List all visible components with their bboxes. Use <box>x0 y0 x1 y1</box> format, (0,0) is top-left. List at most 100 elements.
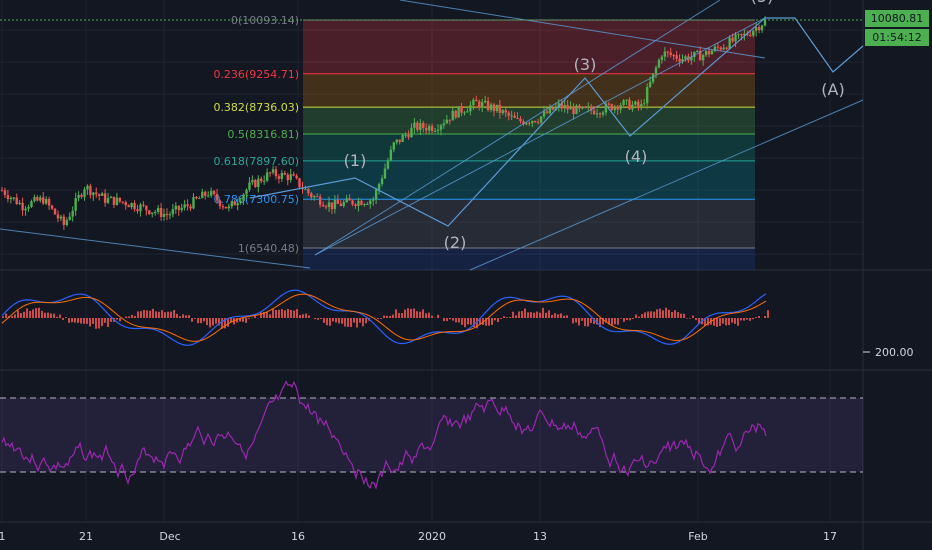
trendline-support <box>469 99 864 271</box>
macd-histogram-bar <box>548 310 550 318</box>
macd-histogram-bar <box>224 318 226 329</box>
candle-body <box>0 190 4 192</box>
macd-histogram-bar <box>305 313 307 318</box>
time-axis-label: 1 <box>0 530 6 543</box>
candle-body <box>386 160 390 169</box>
candle-body <box>454 110 457 118</box>
countdown-tag[interactable] <box>865 29 929 46</box>
candle-body <box>39 197 42 201</box>
macd-histogram-bar <box>71 318 73 323</box>
macd-histogram-bar <box>527 312 529 318</box>
macd-histogram-bar <box>245 318 247 323</box>
macd-histogram-bar <box>269 314 271 318</box>
candle-body <box>142 204 145 206</box>
macd-histogram-bar <box>344 318 346 327</box>
macd-histogram-bar <box>287 308 289 318</box>
macd-histogram-bar <box>446 318 448 322</box>
candle-body <box>489 104 493 110</box>
candle-body <box>289 174 292 181</box>
candle-body <box>159 208 163 217</box>
macd-histogram-bar <box>413 308 415 318</box>
candle-body <box>192 196 195 209</box>
candle-body <box>513 115 516 118</box>
macd-histogram-bar <box>755 317 757 318</box>
candle-body <box>701 55 705 61</box>
macd-histogram-bar <box>68 318 70 323</box>
candle-body <box>30 201 33 208</box>
candle-body <box>304 188 307 190</box>
candle-body <box>133 203 136 210</box>
macd-histogram-bar <box>551 314 553 318</box>
candle-body <box>734 34 737 42</box>
candle-body <box>248 182 251 190</box>
candle-body <box>77 194 80 199</box>
macd-histogram-bar <box>509 317 511 318</box>
macd-histogram-bar <box>86 318 88 324</box>
macd-histogram-bar <box>485 318 487 326</box>
macd-histogram-bar <box>632 318 634 319</box>
candle-body <box>221 206 225 208</box>
candle-body <box>153 211 157 213</box>
candle-body <box>651 73 655 82</box>
macd-histogram-bar <box>317 318 319 320</box>
candle-body <box>569 107 572 110</box>
macd-histogram-bar <box>536 311 538 318</box>
candle-body <box>693 51 696 58</box>
candle-body <box>33 197 36 202</box>
candle-body <box>557 103 560 107</box>
macd-histogram-bar <box>203 318 205 322</box>
candle-body <box>637 101 640 107</box>
candle-body <box>280 172 284 179</box>
candle-body <box>539 116 543 123</box>
macd-histogram-bar <box>767 310 769 318</box>
candle-body <box>616 106 619 110</box>
macd-histogram-bar <box>743 318 745 321</box>
candle-body <box>36 197 39 201</box>
macd-histogram-bar <box>689 318 691 319</box>
last-price-value: 10080.81 <box>871 12 924 25</box>
macd-histogram-bar <box>326 318 328 326</box>
macd-histogram-bar <box>587 318 589 327</box>
macd-histogram-bar <box>398 313 400 318</box>
candle-body <box>737 34 740 36</box>
fib-level-label: 0.236(9254.71) <box>213 68 299 81</box>
candle-body <box>410 127 413 138</box>
candle-body <box>681 59 684 62</box>
macd-histogram-bar <box>230 318 232 323</box>
macd-histogram-bar <box>752 318 754 320</box>
candle-body <box>604 103 608 113</box>
macd-histogram-bar <box>329 318 331 326</box>
candle-body <box>83 189 86 197</box>
candle-body <box>165 213 169 216</box>
fib-level-label: 0.786(7300.75) <box>213 193 299 206</box>
macd-histogram-bar <box>497 318 499 323</box>
macd-histogram-bar <box>740 318 742 321</box>
macd-histogram-bar <box>290 309 292 318</box>
macd-histogram-bar <box>221 318 223 329</box>
macd-histogram-bar <box>53 313 55 318</box>
macd-histogram-bar <box>389 315 391 318</box>
candle-body <box>525 122 528 125</box>
candle-body <box>472 99 475 106</box>
candle-body <box>542 111 546 117</box>
macd-histogram-bar <box>281 309 283 318</box>
candle-body <box>233 201 236 206</box>
last-price-tag[interactable] <box>865 10 929 27</box>
macd-histogram-bar <box>176 313 178 318</box>
candle-body <box>366 203 369 205</box>
macd-histogram-bar <box>185 315 187 318</box>
macd-histogram-bar <box>470 318 472 325</box>
macd-histogram-bar <box>758 316 760 318</box>
macd-histogram-bar <box>347 318 349 327</box>
fib-zone <box>303 20 755 74</box>
candle-body <box>548 107 552 114</box>
candle-body <box>251 180 254 183</box>
macd-histogram-bar <box>650 311 652 318</box>
candle-body <box>498 104 502 114</box>
macd-histogram-bar <box>20 313 22 318</box>
candle-body <box>324 206 328 208</box>
macd-histogram-bar <box>599 318 601 328</box>
candle-body <box>719 47 723 50</box>
